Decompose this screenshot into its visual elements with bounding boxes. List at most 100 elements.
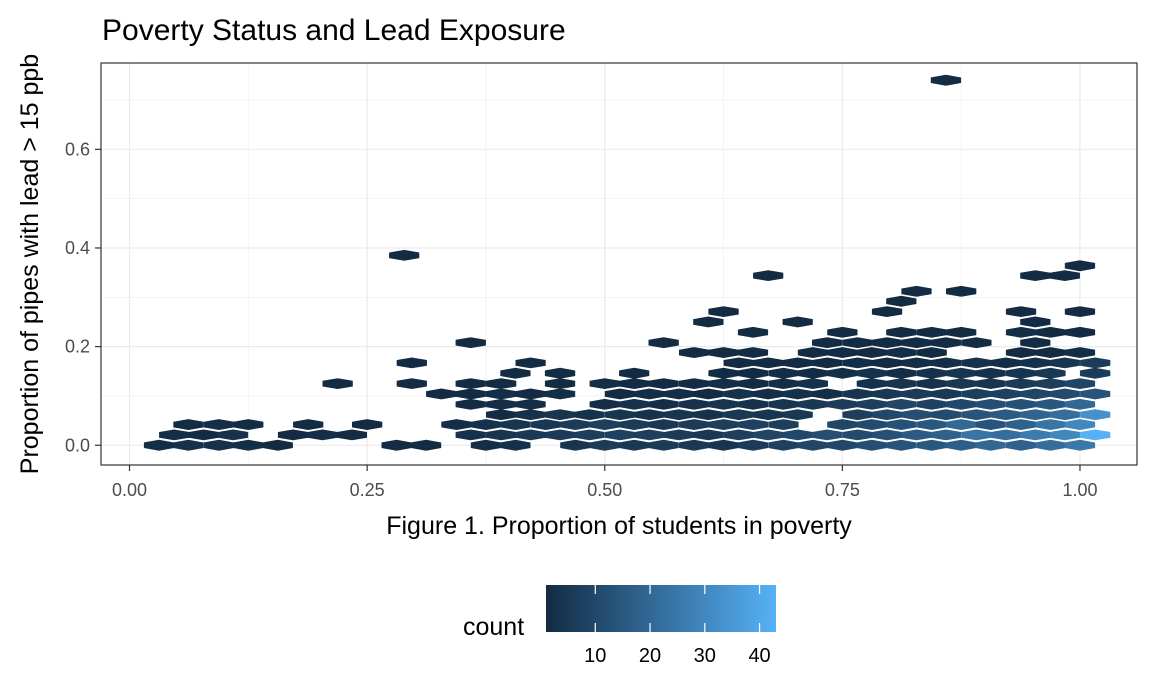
hex-bin (827, 347, 858, 359)
hex-bin (737, 398, 769, 410)
hex-bin (663, 429, 695, 441)
hex-bin (1005, 347, 1037, 359)
hex-bin (648, 337, 679, 349)
hex-bin (842, 429, 873, 441)
hex-bin (901, 429, 932, 441)
hex-bin (708, 439, 739, 451)
hex-bin (1035, 378, 1066, 390)
hex-bin (916, 439, 947, 451)
hex-bin (619, 398, 650, 410)
legend: count 10 20 30 40 (463, 585, 776, 667)
hex-bin (293, 419, 324, 431)
hex-bin (916, 398, 947, 410)
hex-bin (1049, 429, 1080, 441)
hex-bin (737, 419, 769, 431)
y-tick-label: 0.2 (65, 337, 90, 357)
hex-bin (1064, 419, 1096, 431)
hex-bin (1005, 439, 1037, 451)
hex-bin (737, 367, 769, 379)
hex-bin (173, 419, 204, 431)
hex-bin (1064, 326, 1096, 338)
hex-bin (708, 398, 739, 410)
hex-bin (560, 439, 591, 451)
hex-bin (1005, 419, 1037, 431)
hex-bin (455, 337, 486, 349)
hex-bin (678, 398, 710, 410)
hex-bin (1005, 378, 1037, 390)
hex-bin (619, 367, 650, 379)
hex-bin (351, 419, 383, 431)
hex-bin (1020, 429, 1051, 441)
hex-bin (470, 439, 502, 451)
hex-bin (1064, 347, 1096, 359)
hex-bin (886, 326, 917, 338)
hex-bin (797, 347, 829, 359)
hex-bin (930, 337, 962, 349)
hex-bin (871, 429, 903, 441)
hex-bin (975, 378, 1006, 390)
hex-bin (159, 429, 190, 441)
hex-bin (886, 347, 917, 359)
hex-bin (1064, 398, 1096, 410)
hex-bin (455, 388, 486, 400)
hex-bin (990, 388, 1022, 400)
hex-bin (930, 429, 962, 441)
hex-bin (500, 439, 531, 451)
x-axis-title: Figure 1. Proportion of students in pove… (386, 512, 852, 540)
hex-bin (1020, 337, 1051, 349)
hex-bin (871, 337, 903, 349)
hex-bin (916, 378, 947, 390)
hex-bin (886, 367, 917, 379)
hex-bin (945, 285, 977, 297)
hex-bin (648, 419, 679, 431)
y-tick-label: 0.0 (65, 435, 90, 455)
hex-bin (753, 429, 784, 441)
hex-bin (737, 378, 769, 390)
hex-bin (1005, 326, 1037, 338)
hex-bin (515, 357, 546, 369)
legend-colorbar (546, 585, 776, 632)
hex-bin (961, 429, 992, 441)
hex-bin (768, 398, 799, 410)
hex-bin (678, 347, 710, 359)
hex-bin (218, 429, 249, 441)
legend-tick-label: 20 (639, 645, 661, 667)
hex-bin (737, 347, 769, 359)
hex-bin (990, 357, 1022, 369)
hex-bin (901, 285, 932, 297)
hex-bin (945, 439, 977, 451)
hex-bin (307, 429, 338, 441)
hex-bin (797, 367, 829, 379)
hex-bin (797, 398, 829, 410)
hex-bin (1035, 367, 1066, 379)
hex-bin (975, 398, 1006, 410)
hex-bin (396, 357, 427, 369)
hex-bin (574, 429, 605, 441)
legend-tick-label: 30 (694, 645, 716, 667)
hex-bin (678, 378, 710, 390)
hex-bin (916, 367, 947, 379)
x-tick-label: 0.00 (112, 480, 147, 500)
hex-bin (842, 388, 873, 400)
hex-bin (901, 357, 932, 369)
hex-bin (604, 429, 636, 441)
hex-bin (544, 429, 576, 441)
hex-bin (768, 378, 799, 390)
hex-bin (886, 398, 917, 410)
y-axis-title: Proportion of pipes with lead > 15 ppb (16, 54, 44, 474)
hex-bin (811, 357, 843, 369)
legend-ticks: 10 20 30 40 (584, 585, 771, 667)
hex-bin (856, 439, 887, 451)
hex-bin (544, 409, 576, 421)
hex-bin (203, 439, 234, 451)
hex-bin (975, 419, 1006, 431)
hex-bin (693, 316, 724, 328)
hex-bin (485, 388, 517, 400)
hex-bin (916, 347, 947, 359)
hex-bin (455, 429, 486, 441)
hex-bin (886, 295, 917, 307)
hex-bin (389, 249, 420, 261)
hex-bin (426, 388, 457, 400)
x-tick-label: 1.00 (1062, 480, 1097, 500)
